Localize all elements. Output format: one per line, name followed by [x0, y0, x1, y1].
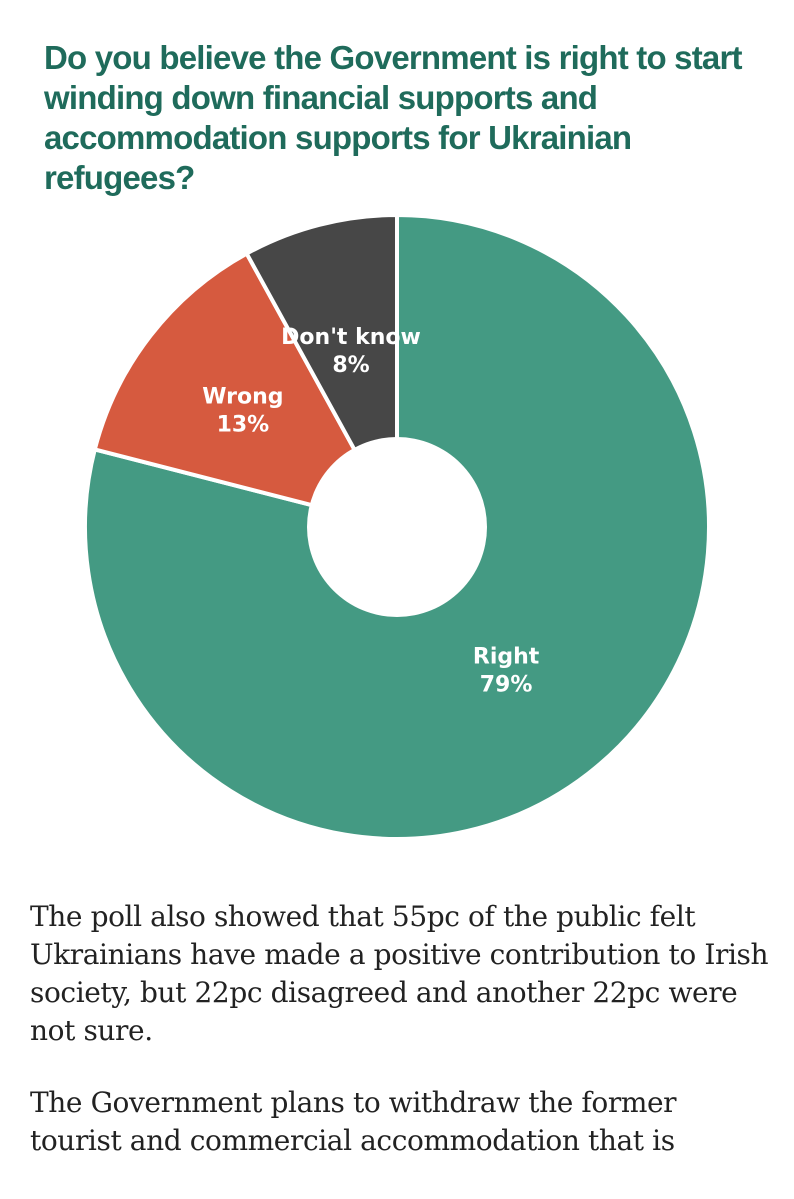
donut-hole: [307, 437, 487, 617]
slice-wrong: [92, 251, 399, 529]
slice-value-label: 8%: [332, 353, 369, 378]
slice-value-label: 79%: [480, 673, 533, 698]
article-body: The poll also showed that 55pc of the pu…: [30, 898, 770, 1194]
donut-chart: Right 79% Wrong 13% Don't know 8%: [83, 213, 711, 841]
slice-label: Right: [473, 645, 540, 670]
article-paragraph: The poll also showed that 55pc of the pu…: [30, 900, 769, 1047]
chart-title: Do you believe the Government is right t…: [44, 39, 743, 196]
slice-label: Don't know: [281, 325, 421, 350]
slice-label: Wrong: [202, 385, 283, 410]
slice-value-label: 13%: [217, 413, 270, 438]
article-paragraph: The Government plans to withdraw the for…: [30, 1086, 677, 1157]
